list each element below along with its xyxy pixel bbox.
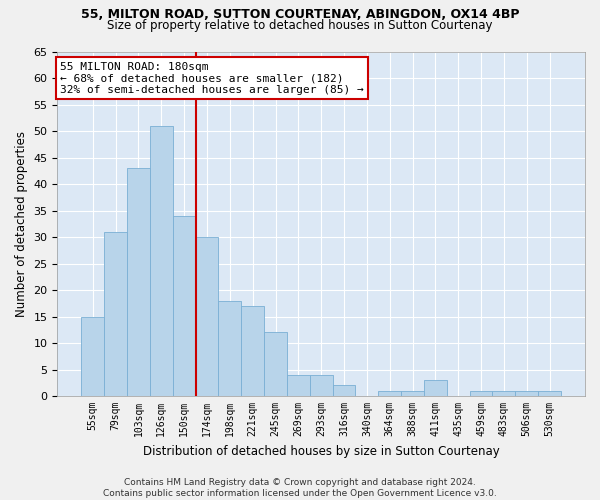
Bar [150, 126, 173, 396]
Bar [82, 316, 104, 396]
Bar [127, 168, 150, 396]
Bar [287, 375, 310, 396]
Bar [332, 386, 355, 396]
Text: Size of property relative to detached houses in Sutton Courtenay: Size of property relative to detached ho… [107, 18, 493, 32]
Bar [470, 391, 493, 396]
Bar [173, 216, 196, 396]
Y-axis label: Number of detached properties: Number of detached properties [15, 131, 28, 317]
Bar [401, 391, 424, 396]
Bar [379, 391, 401, 396]
Bar [241, 306, 264, 396]
Bar [264, 332, 287, 396]
Text: 55 MILTON ROAD: 180sqm
← 68% of detached houses are smaller (182)
32% of semi-de: 55 MILTON ROAD: 180sqm ← 68% of detached… [60, 62, 364, 95]
Bar [515, 391, 538, 396]
Text: 55, MILTON ROAD, SUTTON COURTENAY, ABINGDON, OX14 4BP: 55, MILTON ROAD, SUTTON COURTENAY, ABING… [81, 8, 519, 20]
Bar [104, 232, 127, 396]
Bar [538, 391, 561, 396]
X-axis label: Distribution of detached houses by size in Sutton Courtenay: Distribution of detached houses by size … [143, 444, 500, 458]
Bar [424, 380, 447, 396]
Bar [310, 375, 332, 396]
Bar [493, 391, 515, 396]
Bar [218, 300, 241, 396]
Bar [196, 237, 218, 396]
Text: Contains HM Land Registry data © Crown copyright and database right 2024.
Contai: Contains HM Land Registry data © Crown c… [103, 478, 497, 498]
